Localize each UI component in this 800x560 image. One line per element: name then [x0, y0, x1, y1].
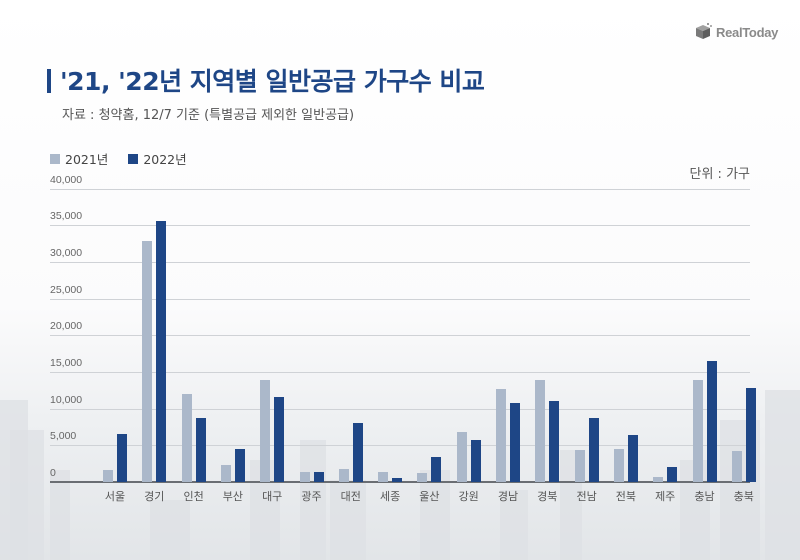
x-axis-label: 세종: [379, 490, 401, 503]
source-note: 자료 : 청약홈, 12/7 기준 (특별공급 제외한 일반공급): [62, 108, 355, 123]
legend-label-2021: 2021년: [65, 152, 109, 167]
x-axis-line: [50, 481, 750, 483]
x-axis-label: 광주: [301, 490, 322, 503]
bar-2022: [392, 477, 403, 482]
legend-item-2021: 2021년: [50, 149, 108, 168]
x-axis-label: 대전: [340, 490, 361, 503]
bar-2021: [613, 449, 624, 482]
x-axis-label: 경기: [144, 490, 165, 503]
bar-2022: [745, 388, 756, 482]
page-title: '21, '22년 지역별 일반공급 가구수 비교: [47, 62, 485, 98]
bar-2022: [431, 457, 442, 482]
y-tick-label: 15,000: [50, 357, 83, 369]
gridline: [50, 262, 750, 263]
bar-2022: [470, 439, 481, 482]
bar-2022: [706, 360, 717, 482]
gridline: [50, 225, 750, 226]
bar-2021: [456, 432, 467, 482]
bar-2021: [181, 393, 192, 482]
bar-2022: [156, 221, 167, 482]
y-tick-label: 10,000: [50, 394, 83, 406]
x-axis-label: 충남: [694, 490, 715, 503]
bar-2021: [378, 472, 389, 482]
bar-2021: [417, 473, 428, 482]
bar-2021: [692, 380, 703, 482]
y-tick-label: 25,000: [50, 284, 83, 296]
title-accent-bar: [47, 69, 51, 93]
bar-2022: [667, 466, 678, 482]
cube-logo-icon: [696, 23, 712, 39]
gridline: [50, 335, 750, 336]
x-axis-label: 경남: [497, 490, 519, 503]
bar-2021: [731, 450, 742, 482]
gridline: [50, 299, 750, 300]
y-tick-label: 0: [50, 467, 56, 479]
title-text: '21, '22년 지역별 일반공급 가구수 비교: [60, 67, 485, 96]
brand-logo: RealToday: [693, 22, 778, 42]
bar-2022: [588, 417, 599, 482]
y-tick-label: 40,000: [50, 174, 83, 186]
bar-2022: [313, 472, 324, 482]
x-axis-label: 강원: [458, 490, 479, 503]
bar-2022: [117, 433, 127, 482]
x-axis-label: 울산: [419, 490, 440, 503]
gridline: [50, 445, 750, 446]
x-axis-label: 충북: [733, 490, 754, 503]
bar-2021: [220, 465, 231, 482]
bar-2021: [574, 450, 585, 482]
bar-2022: [274, 396, 285, 482]
bar-2021: [535, 379, 546, 482]
legend-swatch-2021: [50, 153, 60, 164]
bar-2021: [496, 388, 506, 482]
bar-2021: [653, 477, 664, 482]
legend-label-2022: 2022년: [143, 152, 187, 167]
bar-2022: [234, 449, 245, 482]
x-axis-label: 제주: [655, 490, 676, 503]
y-tick-label: 30,000: [50, 247, 83, 259]
x-axis-label: 경북: [537, 490, 558, 503]
bar-2021: [103, 469, 113, 482]
logo-text: RealToday: [716, 24, 779, 40]
x-axis-label: 인천: [183, 490, 204, 503]
bar-2022: [549, 401, 560, 482]
bar-2022: [195, 418, 206, 482]
gridline: [50, 409, 750, 410]
bar-2022: [352, 422, 363, 482]
bar-2021: [142, 240, 153, 482]
x-axis-label: 부산: [222, 490, 244, 503]
bar-2022: [510, 403, 520, 482]
bar-2021: [299, 472, 310, 482]
x-axis-label: 전북: [615, 490, 637, 503]
y-tick-label: 35,000: [50, 210, 83, 222]
gridline: [50, 372, 750, 373]
bar-2021: [260, 379, 271, 482]
bar-2021: [338, 468, 349, 482]
y-tick-label: 5,000: [50, 430, 77, 442]
legend-swatch-2022: [128, 153, 139, 164]
legend-item-2022: 2022년: [128, 149, 187, 168]
x-axis-label: 서울: [104, 490, 126, 503]
unit-label: 단위 : 가구: [689, 167, 751, 182]
y-tick-label: 20,000: [50, 320, 83, 332]
x-axis-label: 대구: [262, 490, 283, 503]
gridline: [50, 189, 750, 190]
bar-2022: [627, 435, 638, 482]
x-axis-label: 전남: [576, 490, 597, 503]
chart-legend: 2021년 2022년: [50, 149, 187, 168]
